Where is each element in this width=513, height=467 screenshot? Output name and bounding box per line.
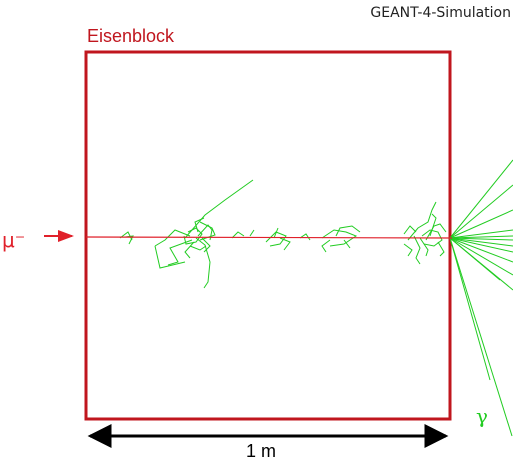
photon-label: γ: [476, 404, 488, 428]
iron-block: [84, 50, 452, 421]
block-label: Eisenblock: [87, 26, 175, 46]
simulation-label: GEANT-4-Simulation: [370, 5, 511, 21]
muon-label: μ⁻: [2, 228, 26, 252]
secondary-tracks: [119, 159, 513, 437]
incoming-muon-arrowhead: [58, 230, 74, 242]
muon-track-in-block: [85, 236, 453, 239]
scale-label: 1 m: [246, 441, 277, 461]
